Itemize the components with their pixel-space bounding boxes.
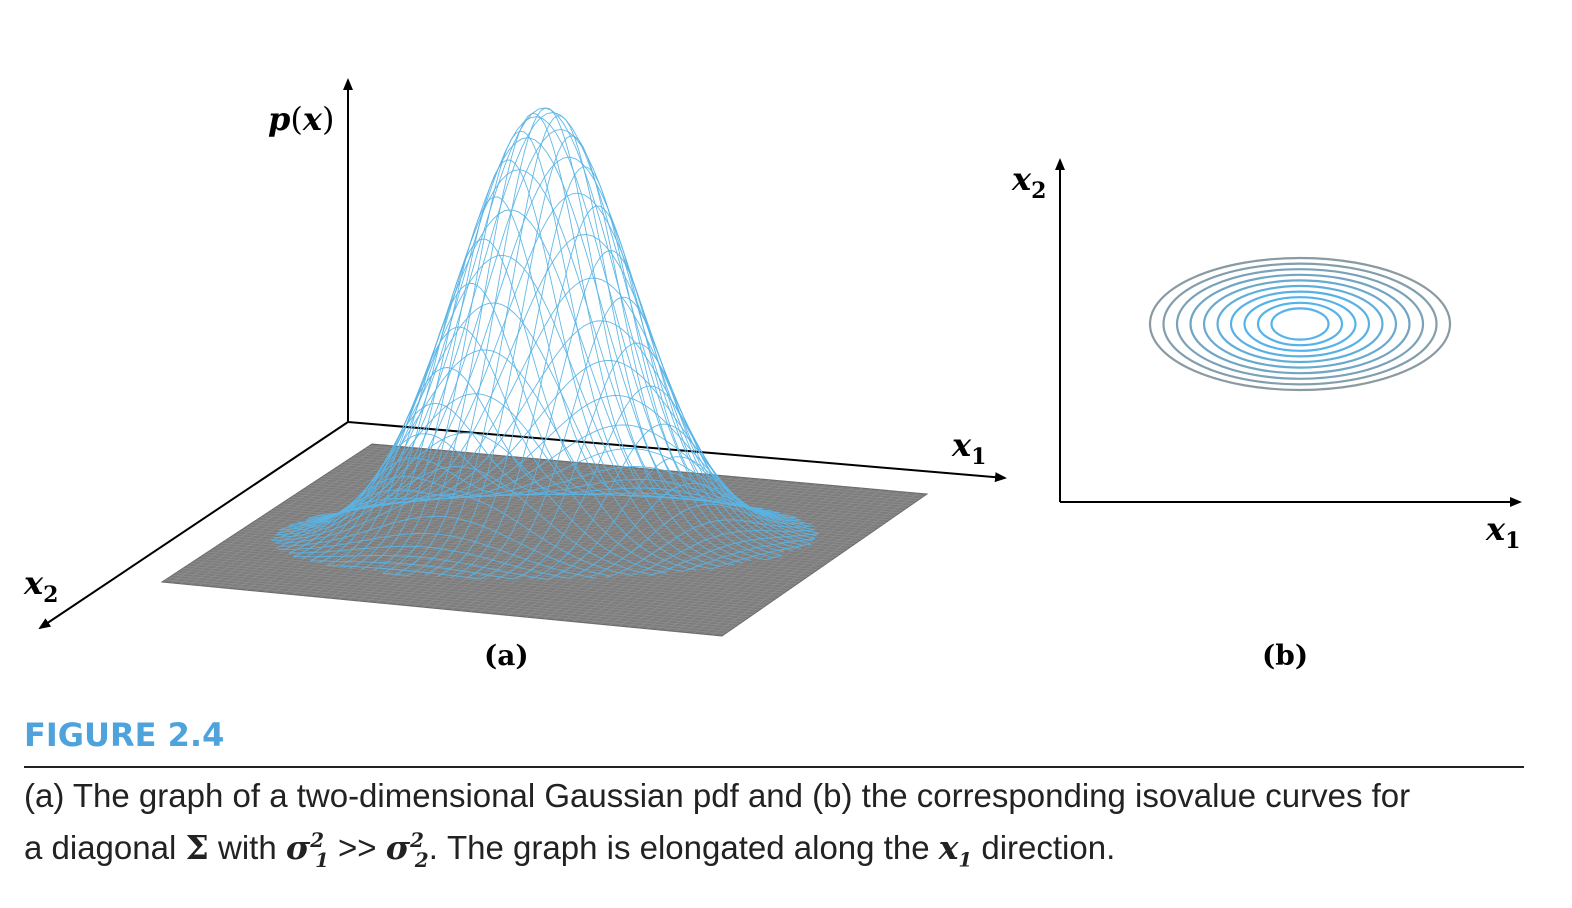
axis-z-label: p(x) bbox=[268, 100, 334, 138]
axis-b-y-label: x2 bbox=[1011, 160, 1046, 204]
panel-b-label: (b) bbox=[1262, 639, 1308, 672]
figure-graphic: p(x) x1 x2 (a) x2 x1 (b) bbox=[23, 78, 1522, 672]
contour-ellipse bbox=[1243, 296, 1357, 352]
axis-x2-line bbox=[38, 421, 349, 630]
panel-b-axes bbox=[1055, 158, 1522, 507]
gaussian-surface bbox=[271, 107, 819, 581]
caption-sigma: Σ bbox=[185, 828, 209, 867]
contour-ellipse bbox=[1270, 307, 1330, 341]
axis-x1-line bbox=[347, 421, 1007, 483]
axis-x2-label-a: x2 bbox=[23, 564, 58, 608]
figure-caption: (a) The graph of a two-dimensional Gauss… bbox=[24, 777, 1411, 872]
panel-a-axes bbox=[38, 78, 1007, 630]
contour-ellipse bbox=[1148, 256, 1452, 392]
axis-b-x-label: x1 bbox=[1485, 510, 1520, 554]
figure-title: FIGURE 2.4 bbox=[24, 716, 225, 754]
caption-sigma1: σ21 bbox=[285, 828, 329, 872]
contour-ellipse bbox=[1216, 284, 1384, 364]
contour-ellipse bbox=[1189, 273, 1411, 375]
panel-a-label: (a) bbox=[484, 639, 529, 672]
contour-ellipse bbox=[1202, 279, 1398, 369]
contour-ellipse bbox=[1175, 268, 1425, 380]
contour-ellipse bbox=[1256, 301, 1344, 347]
caption-line-1: (a) The graph of a two-dimensional Gauss… bbox=[24, 777, 1411, 814]
isovalue-contours bbox=[1148, 256, 1452, 392]
caption-sigma2: σ22 bbox=[385, 828, 429, 872]
axis-x1-label-a: x1 bbox=[951, 426, 986, 470]
caption-text-2: a diagonal bbox=[24, 829, 186, 866]
contour-ellipse bbox=[1162, 262, 1438, 386]
contour-ellipse bbox=[1229, 290, 1371, 358]
title-rule bbox=[24, 766, 1524, 768]
caption-x1: x1 bbox=[938, 828, 973, 872]
